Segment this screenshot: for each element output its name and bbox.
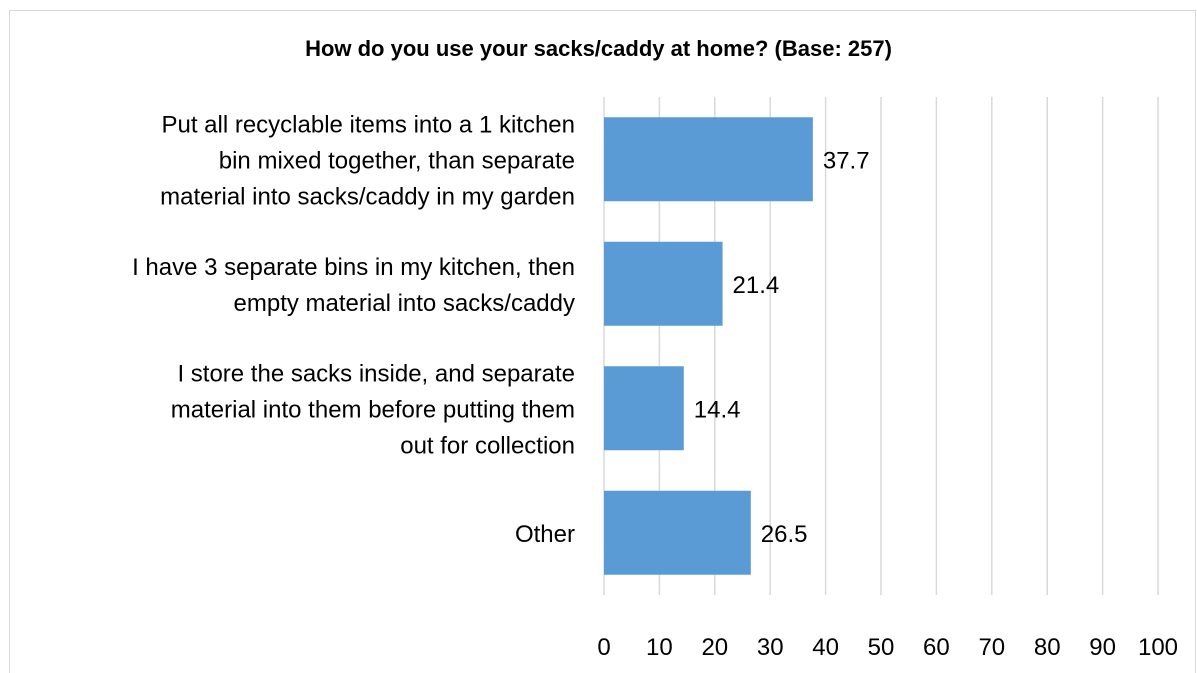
category-label: empty material into sacks/caddy xyxy=(234,290,575,317)
category-label: Put all recyclable items into a 1 kitche… xyxy=(161,111,575,138)
x-tick-label: 80 xyxy=(1034,634,1061,661)
x-tick-label: 40 xyxy=(812,634,839,661)
category-label: bin mixed together, than separate xyxy=(219,147,575,174)
x-tick-label: 50 xyxy=(868,634,895,661)
x-tick-label: 30 xyxy=(757,634,784,661)
x-tick-label: 90 xyxy=(1089,634,1116,661)
category-label: material into sacks/caddy in my garden xyxy=(160,183,575,210)
category-label: material into them before putting them xyxy=(171,396,575,423)
x-tick-label: 100 xyxy=(1138,634,1178,661)
x-tick-label: 20 xyxy=(701,634,728,661)
bar xyxy=(604,366,684,451)
bar xyxy=(604,117,813,202)
chart-title: How do you use your sacks/caddy at home?… xyxy=(305,36,892,61)
bar xyxy=(604,241,723,326)
bar xyxy=(604,490,751,575)
category-label: I have 3 separate bins in my kitchen, th… xyxy=(132,254,575,281)
category-label: I store the sacks inside, and separate xyxy=(177,360,575,387)
category-label: out for collection xyxy=(400,432,575,459)
category-label: Other xyxy=(515,521,575,548)
x-tick-label: 60 xyxy=(923,634,950,661)
data-label: 37.7 xyxy=(823,147,870,174)
data-label: 21.4 xyxy=(733,272,780,299)
data-label: 14.4 xyxy=(694,396,741,423)
data-label: 26.5 xyxy=(761,521,808,548)
x-tick-label: 70 xyxy=(978,634,1005,661)
chart-frame xyxy=(9,10,1196,673)
x-tick-label: 0 xyxy=(597,634,610,661)
x-tick-label: 10 xyxy=(646,634,673,661)
